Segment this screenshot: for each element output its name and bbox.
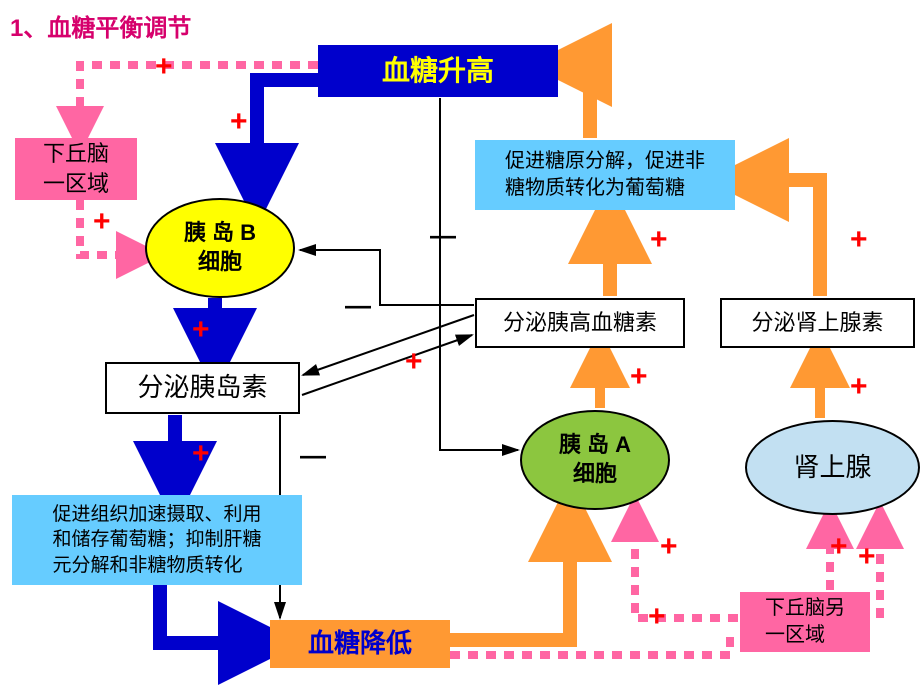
node-blood-sugar-low: 血糖降低 — [270, 620, 450, 668]
label: 分泌胰岛素 — [137, 370, 267, 405]
plus-sign-p12: + — [830, 530, 848, 564]
label: 下丘脑 一区域 — [43, 139, 109, 198]
node-secrete-insulin: 分泌胰岛素 — [105, 362, 300, 414]
node-islet-a-cell: 胰 岛 A 细胞 — [520, 410, 670, 510]
minus-sign-m1: — — [430, 220, 456, 251]
label: 血糖升高 — [382, 52, 494, 90]
diagram-title: 1、血糖平衡调节 — [10, 8, 191, 43]
plus-sign-p3: + — [93, 205, 111, 239]
plus-sign-p10: + — [850, 370, 868, 404]
plus-sign-p1: + — [155, 50, 173, 84]
node-secrete-adrenaline: 分泌肾上腺素 — [720, 298, 915, 348]
label: 促进糖原分解，促进非 糖物质转化为葡萄糖 — [505, 148, 705, 202]
plus-sign-p2: + — [230, 105, 248, 139]
label: 胰 岛 A 细胞 — [559, 431, 631, 488]
label: 胰 岛 B 细胞 — [184, 219, 256, 276]
plus-sign-p14: + — [858, 540, 876, 574]
label: 血糖降低 — [308, 626, 412, 661]
label: 下丘脑另 一区域 — [765, 595, 845, 649]
plus-sign-p6: + — [405, 345, 423, 379]
label: 分泌肾上腺素 — [751, 308, 883, 338]
node-hypothalamus-right: 下丘脑另 一区域 — [740, 592, 870, 652]
plus-sign-p5: + — [192, 437, 210, 471]
node-secrete-glucagon: 分泌胰高血糖素 — [475, 298, 685, 348]
label: 分泌胰高血糖素 — [503, 308, 657, 338]
node-hypothalamus-left: 下丘脑 一区域 — [15, 138, 137, 200]
node-blood-sugar-high: 血糖升高 — [318, 45, 558, 97]
plus-sign-p4: + — [192, 313, 210, 347]
node-adrenal-gland: 肾上腺 — [745, 420, 920, 515]
minus-sign-m2: — — [345, 290, 371, 321]
plus-sign-p7: + — [650, 223, 668, 257]
node-islet-b-cell: 胰 岛 B 细胞 — [145, 198, 295, 298]
plus-sign-p8: + — [850, 223, 868, 257]
label: 促进组织加速摄取、利用 和储存葡萄糖；抑制肝糖 元分解和非糖物质转化 — [52, 502, 261, 579]
node-insulin-effect: 促进组织加速摄取、利用 和储存葡萄糖；抑制肝糖 元分解和非糖物质转化 — [12, 495, 302, 585]
plus-sign-p11: + — [660, 530, 678, 564]
label: 肾上腺 — [793, 451, 871, 485]
minus-sign-m3: — — [300, 440, 326, 471]
node-glycogen-effect: 促进糖原分解，促进非 糖物质转化为葡萄糖 — [475, 140, 735, 210]
plus-sign-p13: + — [648, 600, 666, 634]
plus-sign-p9: + — [630, 360, 648, 394]
